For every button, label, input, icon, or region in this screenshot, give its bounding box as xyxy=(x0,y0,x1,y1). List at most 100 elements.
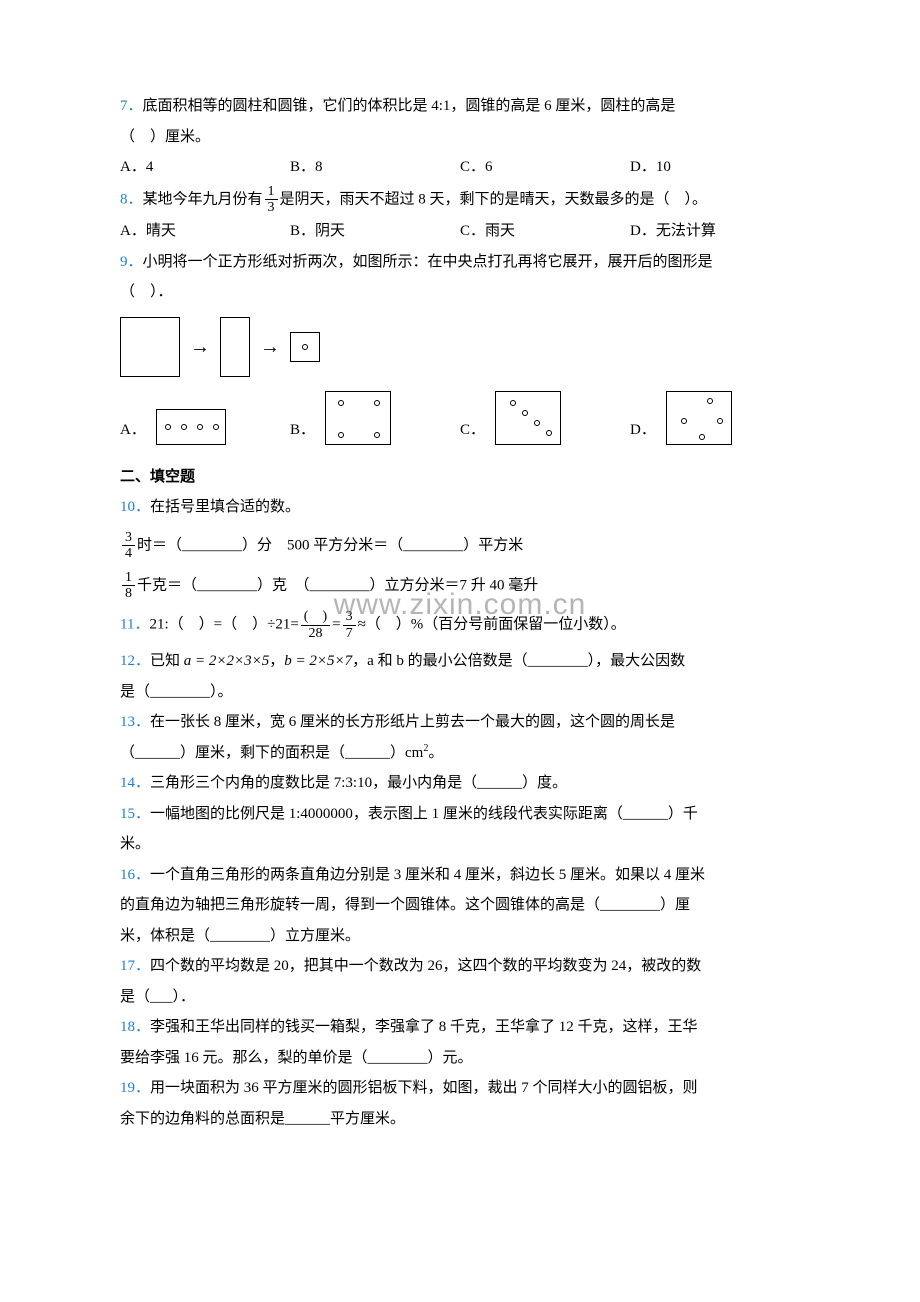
q8-opt-b: B．阴天 xyxy=(290,217,460,246)
frac-den: 7 xyxy=(343,626,356,641)
q8-line1: 8．某地今年九月份有13是阴天，雨天不超过 8 天，剩下的是晴天，天数最多的是（… xyxy=(120,184,800,216)
dot-icon xyxy=(546,430,552,436)
q7-options: A．4 B．8 C．6 D．10 xyxy=(120,153,800,182)
q7-line2: （ ）厘米。 xyxy=(120,123,800,152)
q8-frac-den: 3 xyxy=(265,200,278,215)
dot-icon xyxy=(374,400,380,406)
q18-number: 18． xyxy=(120,1019,150,1035)
dot-icon xyxy=(681,418,687,424)
q16-a: 一个直角三角形的两条直角边分别是 3 厘米和 4 厘米，斜边长 5 厘米。如果以… xyxy=(150,867,705,883)
q12-a: 已知 xyxy=(150,653,180,669)
fold-box-3 xyxy=(290,332,320,362)
frac-num: 3 xyxy=(343,609,356,625)
q13-c: 。 xyxy=(428,745,443,761)
q10-line1: 10．在括号里填合适的数。 xyxy=(120,493,800,522)
q7-opt-c: C．6 xyxy=(460,153,630,182)
q14-line: 14．三角形三个内角的度数比是 7:3:10，最小内角是（______）度。 xyxy=(120,769,800,798)
q9-choice-d: D． xyxy=(630,391,800,445)
dot-icon xyxy=(165,424,171,430)
q11-frac1: ( )28 xyxy=(301,609,330,641)
dot-icon xyxy=(699,434,705,440)
dot-icon xyxy=(717,418,723,424)
q9-text1: 小明将一个正方形纸对折两次，如图所示：在中央点打孔再将它展开，展开后的图形是 xyxy=(143,254,713,270)
q12-ea: a = 2×2×3×5 xyxy=(180,653,269,669)
q9-label-a: A． xyxy=(120,416,146,445)
q9-label-c: C． xyxy=(460,416,485,445)
arrow-icon: → xyxy=(190,328,210,366)
frac-den: 28 xyxy=(301,626,330,641)
q17-a: 四个数的平均数是 20，把其中一个数改为 26，这四个数的平均数变为 24，被改… xyxy=(150,958,701,974)
q13-number: 13． xyxy=(120,714,150,730)
q15-line1: 15．一幅地图的比例尺是 1:4000000，表示图上 1 厘米的线段代表实际距… xyxy=(120,800,800,829)
q9-line2: （ ）． xyxy=(120,278,800,307)
q15-line2: 米。 xyxy=(120,830,800,859)
q10-subline-1: 34时＝（________）分 500 平方分米＝（________）平方米 xyxy=(120,530,800,562)
frac-den: 8 xyxy=(122,586,135,601)
q12-line2: 是（________）。 xyxy=(120,678,800,707)
q7-opt-b: B．8 xyxy=(290,153,460,182)
q9-box-c xyxy=(495,391,561,445)
q9-fold-diagram: → → xyxy=(120,317,800,377)
q12-line1: 12．已知 a = 2×2×3×5，b = 2×5×7，a 和 b 的最小公倍数… xyxy=(120,647,800,676)
arrow-icon: → xyxy=(260,328,280,366)
q18-a: 李强和王华出同样的钱买一箱梨，李强拿了 8 千克，王华拿了 12 千克，这样，王… xyxy=(150,1019,698,1035)
q13-line1: 13．在一张长 8 厘米，宽 6 厘米的长方形纸片上剪去一个最大的圆，这个圆的周… xyxy=(120,708,800,737)
q9-choice-b: B． xyxy=(290,391,460,445)
q8-number: 8． xyxy=(120,191,143,207)
frac-num: 1 xyxy=(122,570,135,586)
q11-text-a: 21:（ ）=（ ）÷21= xyxy=(149,617,298,633)
dot-icon xyxy=(338,432,344,438)
q12-number: 12． xyxy=(120,653,150,669)
hole-dot xyxy=(302,344,308,350)
q11-line: 11．21:（ ）=（ ）÷21=( )28=37≈（ ）%（百分号前面保留一位… xyxy=(120,609,800,641)
q12-eb: b = 2×5×7 xyxy=(284,653,352,669)
q9-line1: 9．小明将一个正方形纸对折两次，如图所示：在中央点打孔再将它展开，展开后的图形是 xyxy=(120,248,800,277)
q19-number: 19． xyxy=(120,1080,150,1096)
fold-box-1 xyxy=(120,317,180,377)
q17-line1: 17．四个数的平均数是 20，把其中一个数改为 26，这四个数的平均数变为 24… xyxy=(120,952,800,981)
q13-a: 在一张长 8 厘米，宽 6 厘米的长方形纸片上剪去一个最大的圆，这个圆的周长是 xyxy=(150,714,675,730)
q19-line2: 余下的边角料的总面积是______平方厘米。 xyxy=(120,1105,800,1134)
q11-text-c: ≈（ ）%（百分号前面保留一位小数）。 xyxy=(358,617,626,633)
q17-line2: 是（___）． xyxy=(120,983,800,1012)
section-2-heading: 二、填空题 xyxy=(120,463,800,492)
q9-box-d xyxy=(666,391,732,445)
q19-a: 用一块面积为 36 平方厘米的圆形铝板下料，如图，裁出 7 个同样大小的圆铝板，… xyxy=(150,1080,698,1096)
q13-line2: （______）厘米，剩下的面积是（______）cm2。 xyxy=(120,739,800,768)
q8-fraction: 13 xyxy=(265,184,278,216)
dot-icon xyxy=(338,400,344,406)
q11-number: 11． xyxy=(120,617,149,633)
q10-subline-2: www.zixin.com.cn 18千克＝（________）克 （_____… xyxy=(120,570,800,602)
dot-icon xyxy=(197,424,203,430)
q10-frac1: 34 xyxy=(122,530,135,562)
q14-text: 三角形三个内角的度数比是 7:3:10，最小内角是（______）度。 xyxy=(150,775,567,791)
q9-choice-c: C． xyxy=(460,391,630,445)
q12-comma: ， xyxy=(269,653,284,669)
q15-number: 15． xyxy=(120,806,150,822)
q8-text-b: 是阴天，雨天不超过 8 天，剩下的是晴天，天数最多的是（ ）。 xyxy=(280,191,708,207)
q9-label-d: D． xyxy=(630,416,656,445)
q9-choices: A． B． C． xyxy=(120,391,800,445)
q8-options: A．晴天 B．阴天 C．雨天 D．无法计算 xyxy=(120,217,800,246)
q7-line1: 7．底面积相等的圆柱和圆锥，它们的体积比是 4:1，圆锥的高是 6 厘米，圆柱的… xyxy=(120,92,800,121)
q15-a: 一幅地图的比例尺是 1:4000000，表示图上 1 厘米的线段代表实际距离（_… xyxy=(150,806,698,822)
q10-l2-text: 千克＝（________）克 （________）立方分米＝7 升 40 毫升 xyxy=(137,577,538,593)
q16-line1: 16．一个直角三角形的两条直角边分别是 3 厘米和 4 厘米，斜边长 5 厘米。… xyxy=(120,861,800,890)
q9-box-a xyxy=(156,409,226,445)
q8-opt-a: A．晴天 xyxy=(120,217,290,246)
q16-number: 16． xyxy=(120,867,150,883)
dot-icon xyxy=(374,432,380,438)
q10-l1-text: 时＝（________）分 500 平方分米＝（________）平方米 xyxy=(137,537,523,553)
frac-num: ( ) xyxy=(301,609,330,625)
q18-line1: 18．李强和王华出同样的钱买一箱梨，李强拿了 8 千克，王华拿了 12 千克，这… xyxy=(120,1013,800,1042)
frac-num: 3 xyxy=(122,530,135,546)
q8-text-a: 某地今年九月份有 xyxy=(143,191,263,207)
q11-text-b: = xyxy=(332,617,340,633)
q12-b: ，a 和 b 的最小公倍数是（________），最大公因数 xyxy=(352,653,685,669)
q14-number: 14． xyxy=(120,775,150,791)
q9-box-b xyxy=(325,391,391,445)
q8-frac-num: 1 xyxy=(265,184,278,200)
q9-number: 9． xyxy=(120,254,143,270)
q8-opt-c: C．雨天 xyxy=(460,217,630,246)
q7-opt-a: A．4 xyxy=(120,153,290,182)
